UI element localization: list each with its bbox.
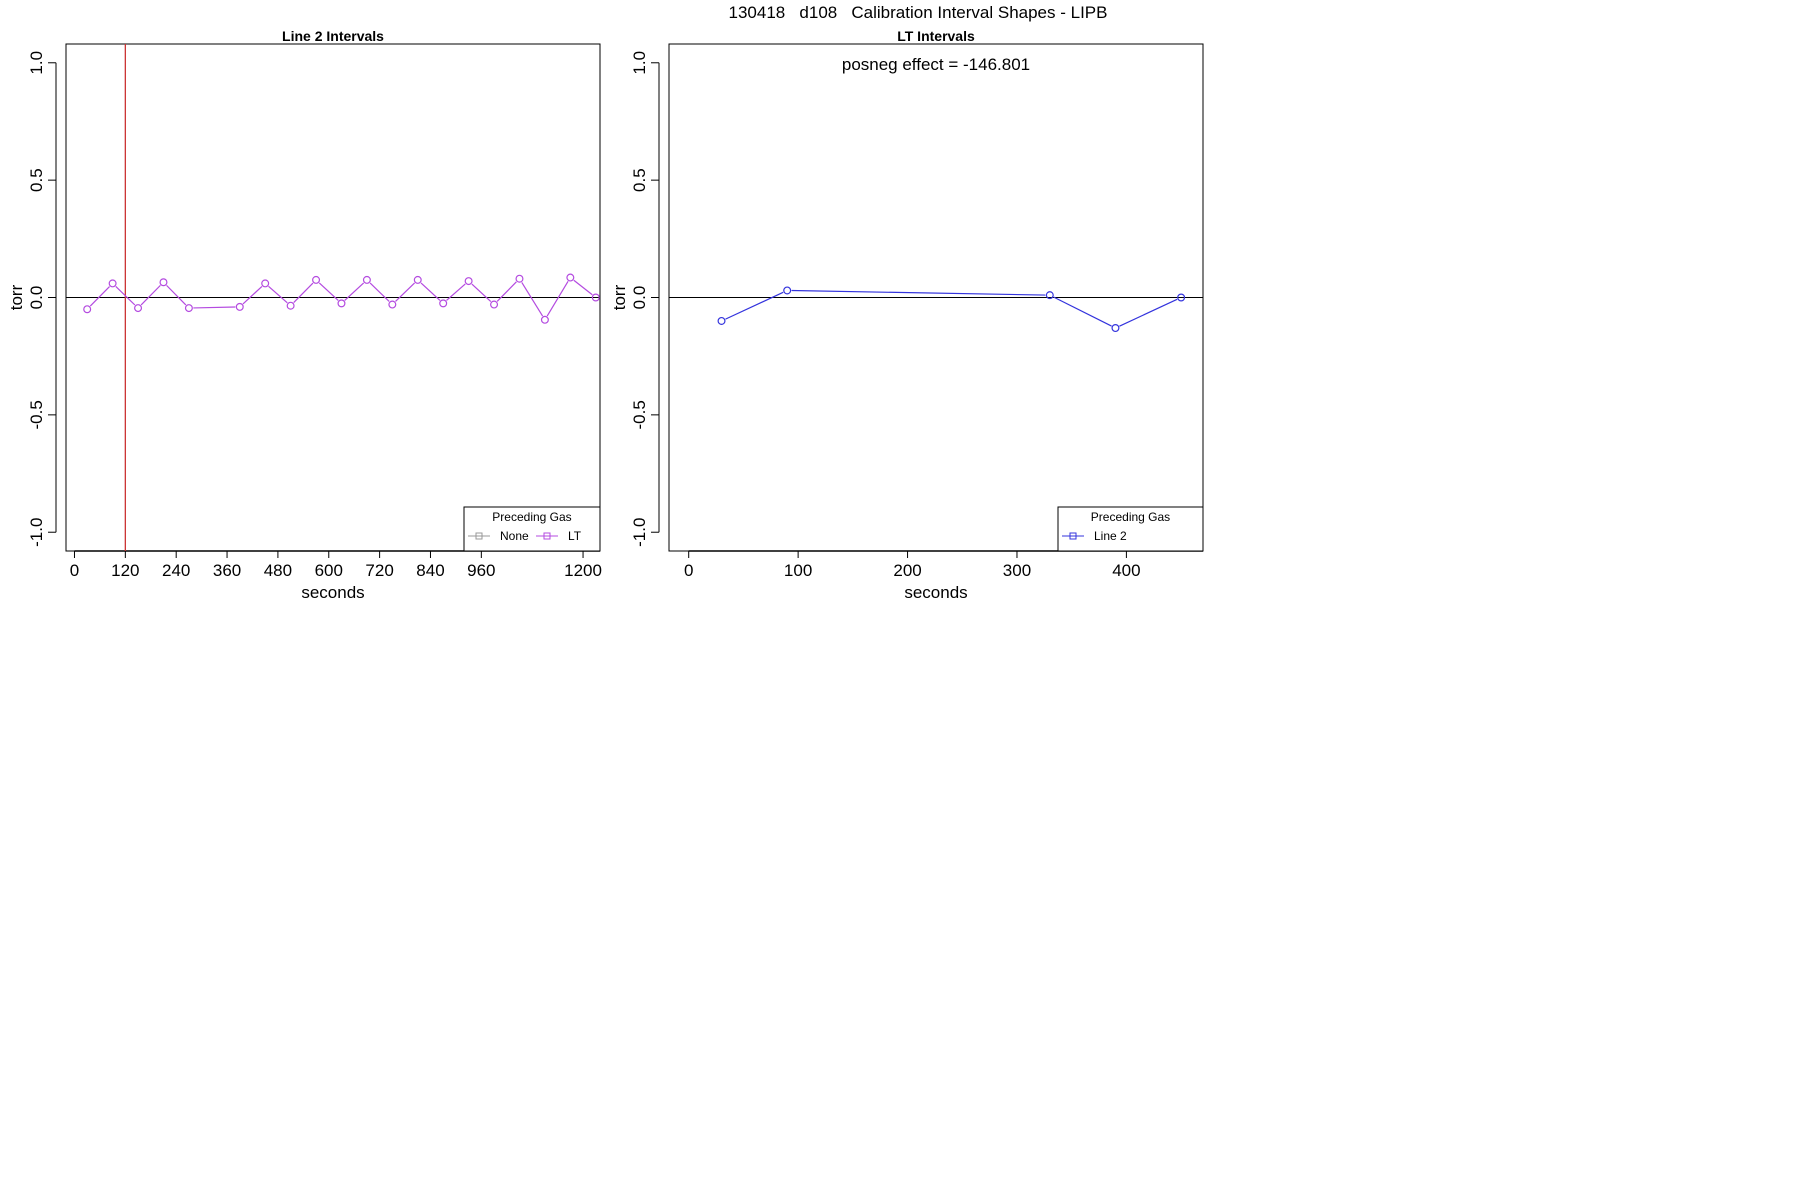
posneg-effect-annotation: posneg effect = -146.801 — [842, 55, 1030, 74]
series-segment — [573, 279, 593, 296]
series-segment — [293, 282, 314, 304]
x-tick-label: 300 — [1003, 561, 1031, 580]
series-segment — [1119, 298, 1178, 327]
data-point — [83, 305, 92, 314]
figure-title: 130418 d108 Calibration Interval Shapes … — [729, 3, 1108, 22]
series-segment — [395, 282, 416, 302]
series-segment — [725, 291, 784, 320]
data-point — [783, 286, 792, 295]
panel-title: LT Intervals — [897, 28, 975, 44]
legend-square-marker — [1069, 532, 1077, 540]
series-segment — [268, 285, 288, 304]
y-tick-label: 0.0 — [27, 286, 46, 310]
y-tick-label: -1.0 — [630, 518, 649, 547]
data-point — [717, 316, 726, 325]
series-segment — [140, 284, 161, 306]
data-point — [1111, 324, 1120, 333]
data-point — [261, 279, 270, 288]
data-point — [439, 299, 448, 308]
x-axis-label: seconds — [904, 583, 967, 602]
x-tick-label: 120 — [111, 561, 139, 580]
data-point — [413, 275, 422, 284]
y-tick-label: -0.5 — [27, 400, 46, 429]
x-tick-label: 1200 — [564, 561, 602, 580]
series-segment — [446, 283, 466, 301]
series-segment — [242, 285, 263, 305]
series-segment — [420, 282, 441, 301]
data-point — [1177, 293, 1186, 302]
x-tick-label: 0 — [70, 561, 79, 580]
data-point — [312, 275, 321, 284]
series-segment — [166, 284, 187, 306]
series-segment — [546, 281, 569, 317]
legend-square-marker — [543, 532, 551, 540]
data-point — [159, 278, 168, 287]
data-point — [490, 300, 499, 309]
y-tick-label: -0.5 — [630, 400, 649, 429]
x-tick-label: 600 — [315, 561, 343, 580]
legend-entry-label: LT — [568, 529, 582, 543]
data-point — [591, 293, 600, 302]
series-segment — [115, 286, 136, 306]
x-tick-label: 960 — [467, 561, 495, 580]
series-segment — [193, 306, 236, 309]
legend-box — [1057, 506, 1204, 552]
y-axis-label: torr — [7, 284, 26, 310]
x-tick-label: 480 — [264, 561, 292, 580]
legend-square-marker — [475, 532, 483, 540]
data-point — [134, 304, 143, 313]
x-tick-label: 400 — [1112, 561, 1140, 580]
series-segment — [89, 286, 110, 307]
x-tick-label: 0 — [684, 561, 693, 580]
y-tick-label: 0.5 — [630, 168, 649, 192]
y-tick-label: 0.5 — [27, 168, 46, 192]
legend-entry-label: Line 2 — [1094, 529, 1127, 543]
x-tick-label: 360 — [213, 561, 241, 580]
line2-intervals-panel: Line 2 Intervals -1.0 -0.5 0.0 0.5 1.0 torr 0 12… — [7, 28, 602, 602]
series-segment — [791, 289, 1046, 296]
x-tick-label: 240 — [162, 561, 190, 580]
y-tick-label: 1.0 — [27, 51, 46, 75]
series-segment — [344, 282, 365, 301]
y-tick-label: 0.0 — [630, 286, 649, 310]
legend-entry-label: None — [500, 529, 529, 543]
legend-title: Preceding Gas — [1091, 510, 1170, 524]
data-point — [388, 300, 397, 309]
data-point — [566, 273, 575, 282]
y-tick-label: -1.0 — [27, 518, 46, 547]
data-point — [464, 277, 473, 286]
data-point — [337, 299, 346, 308]
y-tick-label: 1.0 — [630, 51, 649, 75]
data-point — [515, 274, 524, 283]
legend-title: Preceding Gas — [492, 510, 571, 524]
series-segment — [369, 282, 390, 302]
data-point — [1045, 291, 1054, 300]
data-point — [235, 302, 244, 311]
x-tick-label: 720 — [365, 561, 393, 580]
legend-box — [463, 506, 601, 552]
panel-title: Line 2 Intervals — [282, 28, 384, 44]
data-point — [184, 304, 193, 313]
data-point — [108, 279, 117, 288]
x-tick-label: 840 — [416, 561, 444, 580]
series-segment — [1053, 296, 1112, 327]
lt-intervals-panel: LT Intervals -1.0 -0.5 0.0 0.5 1.0 torr 0 100 200… — [610, 28, 1204, 602]
series-segment — [496, 281, 517, 302]
data-point — [362, 275, 371, 284]
data-point — [286, 301, 295, 310]
x-tick-label: 200 — [893, 561, 921, 580]
series-segment — [521, 282, 544, 317]
y-axis-label: torr — [610, 284, 629, 310]
data-point — [540, 315, 549, 324]
x-tick-label: 100 — [784, 561, 812, 580]
series-segment — [318, 282, 339, 301]
x-axis-label: seconds — [301, 583, 364, 602]
series-segment — [471, 283, 492, 302]
